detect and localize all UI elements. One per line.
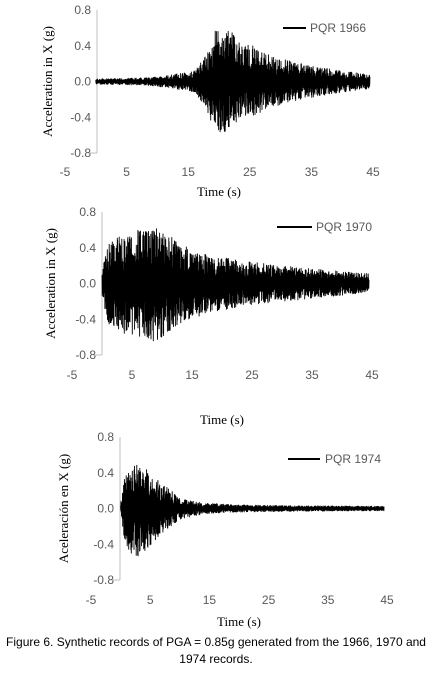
x-tick-label: 35 <box>305 368 319 382</box>
legend-label: PQR 1970 <box>316 220 372 234</box>
figure-caption: Figure 6. Synthetic records of PGA = 0.8… <box>6 635 426 666</box>
y-tick-label: 0.0 <box>97 502 114 516</box>
y-axis-label: Aceleración en X (g) <box>56 454 71 563</box>
x-tick-label: 15 <box>182 165 196 179</box>
x-tick-label: 25 <box>245 368 259 382</box>
x-tick-label: 35 <box>321 593 335 607</box>
series-line <box>95 30 371 133</box>
x-tick-label: 45 <box>365 368 379 382</box>
y-tick-label: -0.4 <box>75 312 96 326</box>
series-line <box>101 228 370 342</box>
x-axis-label: Time (s) <box>217 614 261 629</box>
y-tick-label: -0.8 <box>93 573 114 587</box>
x-tick-label: -5 <box>86 593 97 607</box>
x-tick-label: 25 <box>243 165 257 179</box>
y-tick-label: -0.8 <box>70 146 91 160</box>
x-tick-label: 35 <box>305 165 319 179</box>
y-tick-label: 0.8 <box>97 430 114 444</box>
chart-panel-3: 0.8 0.4 0.0 -0.4 -0.8 -5 5 15 25 35 45 PQR 1974 Time… <box>56 430 394 629</box>
y-tick-label: -0.4 <box>70 110 91 124</box>
y-tick-label: -0.4 <box>93 537 114 551</box>
x-tick-label: 15 <box>185 368 199 382</box>
y-tick-label: 0.8 <box>74 3 91 17</box>
y-tick-label: 0.4 <box>74 39 91 53</box>
legend-label: PQR 1974 <box>325 452 381 466</box>
y-tick-label: 0.0 <box>74 75 91 89</box>
y-tick-label: 0.4 <box>97 466 114 480</box>
x-tick-label: 15 <box>203 593 217 607</box>
x-tick-label: 25 <box>262 593 276 607</box>
series-line <box>120 464 385 557</box>
chart-panel-2: 0.8 0.4 0.0 -0.4 -0.8 -5 5 15 25 35 45 PQR 1970 Time… <box>43 205 379 427</box>
y-tick-label: -0.8 <box>75 348 96 362</box>
y-tick-label: 0.0 <box>79 277 96 291</box>
x-tick-label: 45 <box>380 593 394 607</box>
legend-label: PQR 1966 <box>310 21 366 35</box>
y-tick-label: 0.8 <box>79 205 96 219</box>
x-tick-label: 5 <box>147 593 154 607</box>
x-tick-label: -5 <box>60 165 71 179</box>
y-axis-label: Acceleration in X (g) <box>40 26 55 137</box>
x-tick-label: 5 <box>123 165 130 179</box>
x-tick-label: -5 <box>67 368 78 382</box>
y-tick-label: 0.4 <box>79 241 96 255</box>
x-axis-label: Time (s) <box>200 412 244 427</box>
y-axis-label: Acceleration in X (g) <box>43 228 58 339</box>
chart-panel-1: 0.8 0.4 0.0 -0.4 -0.8 -5 5 15 25 35 45 PQR 1966 Time… <box>40 3 380 199</box>
x-axis-label: Time (s) <box>197 184 241 199</box>
x-tick-label: 45 <box>366 165 380 179</box>
figure-charts: 0.8 0.4 0.0 -0.4 -0.8 -5 5 15 25 35 45 PQR 1966 Time… <box>40 3 394 629</box>
x-tick-label: 5 <box>129 368 136 382</box>
